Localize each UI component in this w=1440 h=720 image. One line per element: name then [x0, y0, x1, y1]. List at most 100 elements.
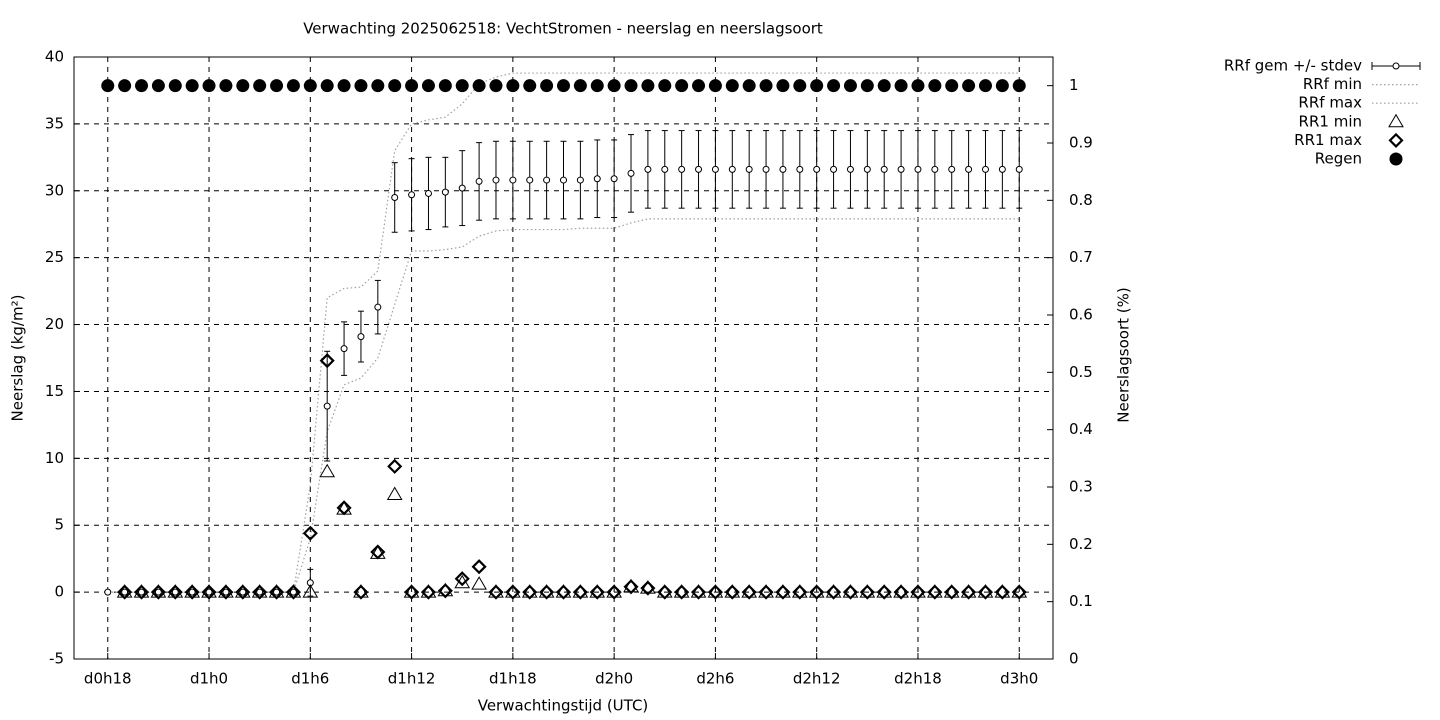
regen-point: [827, 79, 841, 93]
mean-point: [762, 165, 770, 173]
regen-point: [1012, 79, 1026, 93]
diamond-point: [488, 584, 504, 600]
diamond-point: [437, 583, 453, 599]
diamond-point: [1011, 584, 1027, 600]
diamond-point: [117, 584, 133, 600]
regen-point: [675, 79, 689, 93]
mean-point: [475, 177, 483, 185]
regen-point: [759, 79, 773, 93]
mean-point: [931, 165, 939, 173]
y2-tick-label: 1: [1069, 76, 1079, 94]
regen-point: [388, 79, 402, 93]
mean-point: [627, 169, 635, 177]
legend-label: RR1 min: [1299, 112, 1362, 130]
x-tick-label: d2h0: [595, 670, 633, 688]
mean-point: [374, 303, 382, 311]
chart-title: Verwachting 2025062518: VechtStromen - n…: [303, 20, 823, 38]
regen-point: [320, 79, 334, 93]
x-tick-label: d1h0: [190, 670, 228, 688]
regen-point: [236, 79, 250, 93]
regen-point: [573, 79, 587, 93]
diamond-point: [150, 584, 166, 600]
regen-point: [101, 79, 115, 93]
mean-point: [695, 165, 703, 173]
y2-axis-label: Neerslagsoort (%): [1115, 287, 1133, 422]
diamond-point: [724, 584, 740, 600]
diamond-point: [572, 584, 588, 600]
y2-tick-label: 0.1: [1069, 592, 1093, 610]
mean-point: [441, 188, 449, 196]
y-tick-label: 5: [54, 516, 64, 534]
diamond-point: [167, 584, 183, 600]
mean-point: [424, 189, 432, 197]
x-tick-label: d2h12: [793, 670, 841, 688]
regen-point: [489, 79, 503, 93]
mean-point: [408, 191, 416, 199]
regen-point: [877, 79, 891, 93]
mean-point: [543, 176, 551, 184]
mean-point: [391, 193, 399, 201]
mean-point: [745, 165, 753, 173]
series-errorbar: [104, 130, 1023, 597]
y2-tick-label: 0.2: [1069, 535, 1093, 553]
diamond-point: [707, 584, 723, 600]
diamond-point: [893, 584, 909, 600]
mean-point: [678, 165, 686, 173]
diamond-point: [961, 584, 977, 600]
diamond-point: [842, 584, 859, 600]
y2-tick-label: 0.5: [1069, 363, 1093, 381]
regen-point: [405, 79, 419, 93]
diamond-point: [623, 579, 639, 595]
diamond-point: [387, 458, 403, 474]
diamond-point: [944, 584, 960, 600]
mean-point: [526, 176, 534, 184]
regen-point: [607, 79, 621, 93]
mean-point: [593, 175, 601, 183]
diamond-point: [690, 584, 707, 600]
mean-point: [458, 184, 466, 192]
regen-point: [641, 79, 655, 93]
mean-point: [846, 165, 854, 173]
mean-point: [357, 333, 365, 341]
mean-point: [813, 165, 821, 173]
range-line: [107, 218, 1020, 593]
regen-point: [810, 79, 824, 93]
mean-point: [1015, 165, 1023, 173]
regen-point: [708, 79, 722, 93]
diamond-point: [539, 584, 555, 600]
regen-point: [945, 79, 959, 93]
triangle-point: [302, 584, 319, 598]
y2-tick-label: 0: [1069, 650, 1079, 668]
regen-point: [725, 79, 739, 93]
regen-point: [371, 79, 385, 93]
regen-point: [928, 79, 942, 93]
series-diamond: [117, 353, 1027, 600]
y2-tick-label: 0.8: [1069, 191, 1093, 209]
mean-point: [965, 165, 973, 173]
diamond-point: [252, 584, 268, 600]
mean-point: [289, 588, 297, 596]
regen-point: [286, 79, 300, 93]
regen-point: [168, 79, 182, 93]
regen-point: [438, 79, 452, 93]
y-tick-label: 10: [45, 449, 64, 467]
diamond-point: [657, 584, 673, 600]
mean-point: [222, 588, 230, 596]
mean-point: [981, 165, 989, 173]
regen-point: [793, 79, 807, 93]
y-tick-label: 0: [54, 583, 64, 601]
regen-point: [118, 79, 132, 93]
diamond-point: [353, 584, 369, 600]
regen-point: [472, 79, 486, 93]
mean-point: [728, 165, 736, 173]
mean-point: [239, 588, 247, 596]
mean-point: [779, 165, 787, 173]
diamond-point: [201, 584, 217, 600]
mean-point: [171, 588, 179, 596]
mean-point: [998, 165, 1006, 173]
legend-label: RRf min: [1303, 75, 1362, 93]
diamond-point: [505, 584, 521, 600]
